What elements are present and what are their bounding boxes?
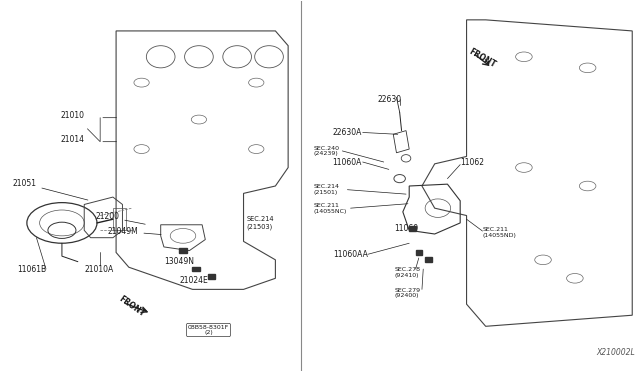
Text: 22630: 22630 <box>378 95 401 104</box>
Text: FRONT: FRONT <box>467 47 497 70</box>
Bar <box>208 274 216 279</box>
Text: SEC.278
(92410): SEC.278 (92410) <box>394 267 420 278</box>
Text: SEC.279
(92400): SEC.279 (92400) <box>394 288 420 298</box>
Text: SEC.211
(14055NC): SEC.211 (14055NC) <box>314 203 347 214</box>
Text: SEC.214
(21501): SEC.214 (21501) <box>314 184 340 195</box>
Text: 11060: 11060 <box>395 224 419 233</box>
Text: 21051: 21051 <box>12 179 88 200</box>
Bar <box>415 250 422 255</box>
Text: 11060AA: 11060AA <box>333 250 367 259</box>
Text: 11060A: 11060A <box>332 157 362 167</box>
Text: 21200: 21200 <box>95 212 145 224</box>
Text: SEC.214
(21503): SEC.214 (21503) <box>246 216 275 230</box>
Text: 13049N: 13049N <box>164 257 194 266</box>
Text: SEC.240
(24239): SEC.240 (24239) <box>314 145 340 156</box>
Text: 21010: 21010 <box>60 111 84 121</box>
Bar <box>425 257 431 262</box>
Text: 11061B: 11061B <box>17 264 47 273</box>
Text: X210002L: X210002L <box>596 348 636 357</box>
Text: 08B58-8301F
(2): 08B58-8301F (2) <box>188 325 229 336</box>
Text: 21014: 21014 <box>60 135 84 144</box>
Bar <box>192 267 200 271</box>
Text: 21049M: 21049M <box>108 227 161 236</box>
Text: 11062: 11062 <box>460 157 484 167</box>
Bar <box>409 226 415 231</box>
Text: SEC.211
(14055ND): SEC.211 (14055ND) <box>483 227 516 238</box>
Text: 21010A: 21010A <box>84 264 113 273</box>
Bar <box>179 248 187 253</box>
Text: FRONT: FRONT <box>117 294 147 318</box>
Text: 21024E: 21024E <box>180 276 209 285</box>
Text: 22630A: 22630A <box>332 128 362 137</box>
